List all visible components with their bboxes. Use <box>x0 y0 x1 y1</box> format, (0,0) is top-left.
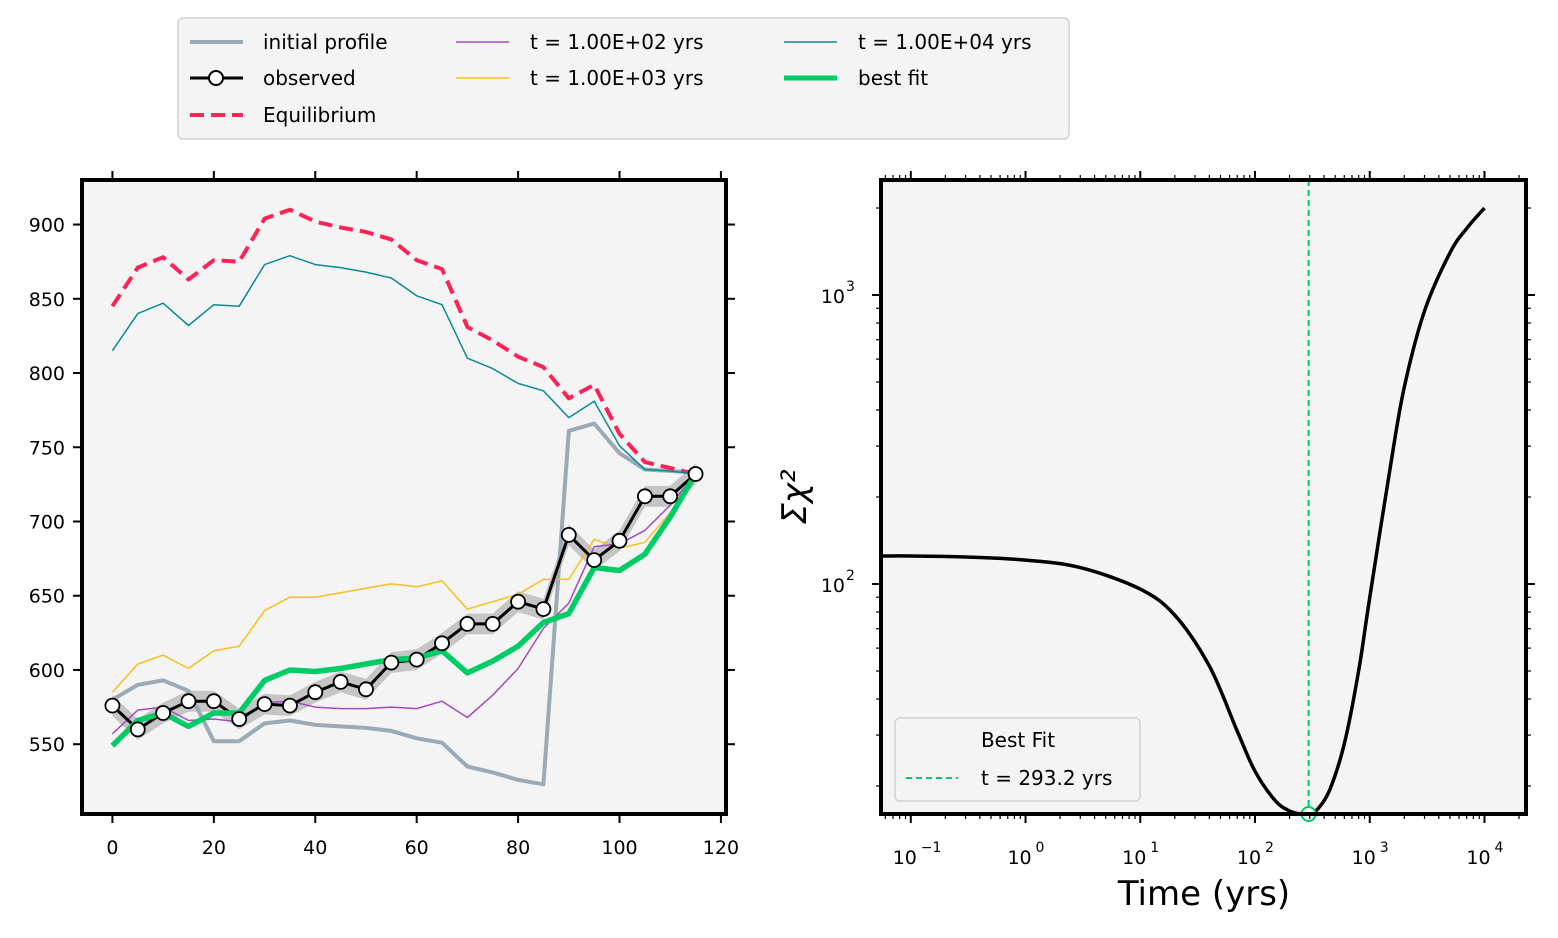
observed-point <box>383 654 400 671</box>
y-tick-label: 900 <box>29 215 65 237</box>
right-chart: 10 −1 10 0 10 1 10 2 10 3 10 410 210 3 Time (yrs) Σχ²… <box>775 171 1535 914</box>
x-tick-label: 10 <box>1007 847 1031 869</box>
legend-marker-observed <box>208 70 224 86</box>
series-line-bestfit <box>110 472 698 748</box>
y-axis-label-chi2: Σχ² <box>775 469 815 525</box>
legend-label-best-fit: best fit <box>858 66 928 90</box>
y-tick-label: 650 <box>29 586 65 608</box>
y-tick-label: 850 <box>29 289 65 311</box>
right-plot-area <box>881 180 1526 814</box>
observed-point <box>408 651 425 668</box>
x-tick-exponent: 0 <box>1036 840 1045 856</box>
x-tick-exponent: 4 <box>1494 840 1503 856</box>
observed-point <box>129 721 146 738</box>
observed-markers <box>104 466 704 738</box>
x-tick-label: 80 <box>506 837 530 859</box>
observed-point <box>332 674 349 690</box>
x-tick-exponent: 3 <box>1380 840 1389 856</box>
right-axis-ticks: 10 −1 10 0 10 1 10 2 10 3 10 410 210 3 <box>821 171 1535 869</box>
legend-label-t10000: t = 1.00E+04 yrs <box>858 30 1032 54</box>
series-line-t1000 <box>111 473 697 693</box>
observed-point <box>281 697 298 714</box>
top-legend: initial profile observed Equilibrium t =… <box>177 17 1070 140</box>
series-line-t10000 <box>111 254 696 475</box>
observed-point <box>256 696 273 712</box>
observed-point <box>611 532 628 549</box>
observed-point <box>662 488 679 505</box>
observed-point <box>459 616 476 632</box>
observed-point <box>560 527 577 543</box>
y-tick-label: 750 <box>29 437 65 459</box>
left-chart: 0 20 40 60 80 100 120 550 600 650 700 750 800 850 900 <box>29 171 739 859</box>
observed-point <box>358 681 374 698</box>
legend-label-equilibrium: Equilibrium <box>263 103 376 127</box>
y-tick-label: 800 <box>29 363 65 385</box>
observed-point <box>180 693 197 710</box>
observed-point <box>307 684 324 701</box>
x-tick-label: 20 <box>202 837 226 859</box>
x-tick-label: 60 <box>405 837 429 859</box>
observed-point <box>484 616 501 632</box>
x-tick-label: 120 <box>703 837 739 859</box>
legend-label-t100: t = 1.00E+02 yrs <box>530 30 704 54</box>
x-tick-exponent: 1 <box>1150 840 1159 856</box>
observed-point <box>434 635 450 652</box>
observed-point <box>637 488 653 505</box>
x-tick-label: 10 <box>1352 847 1376 869</box>
y-tick-label: 600 <box>29 660 65 682</box>
legend-label-initial-profile: initial profile <box>263 30 388 54</box>
x-tick-exponent: −1 <box>921 840 942 856</box>
observed-point <box>687 466 704 482</box>
best-fit-legend: Best Fit t = 293.2 yrs <box>894 717 1141 802</box>
left-axes-frame <box>80 178 728 816</box>
best-fit-legend-title: Best Fit <box>981 728 1055 752</box>
observed-point <box>586 552 603 568</box>
x-tick-label: 10 <box>893 847 917 869</box>
series-line-t100 <box>111 473 697 735</box>
x-tick-exponent: 2 <box>1265 840 1274 856</box>
y-tick-label: 10 <box>821 575 845 597</box>
left-series-lines <box>110 207 698 787</box>
y-tick-label: 10 <box>821 286 845 308</box>
x-tick-label: 10 <box>1237 847 1261 869</box>
legend-label-observed: observed <box>263 66 356 90</box>
observed-point <box>535 601 552 617</box>
observed-point <box>510 593 526 610</box>
y-tick-exponent: 2 <box>846 568 855 584</box>
x-tick-label: 10 <box>1122 847 1146 869</box>
legend-label-t1000: t = 1.00E+03 yrs <box>530 66 704 90</box>
observed-point <box>205 693 222 710</box>
series-line-equilibrium <box>110 207 697 476</box>
observed-point <box>104 697 121 714</box>
top-legend-frame <box>177 17 1070 140</box>
observed-point <box>155 705 172 721</box>
x-tick-label: 40 <box>303 837 327 859</box>
y-tick-label: 700 <box>29 511 65 533</box>
y-tick-exponent: 3 <box>846 279 855 295</box>
observed-point <box>231 711 248 727</box>
left-axis-ticks: 0 20 40 60 80 100 120 550 600 650 700 750 800 850 900 <box>29 171 739 859</box>
x-tick-label: 100 <box>601 837 637 859</box>
series-line-initial <box>111 421 696 787</box>
x-tick-label: 10 <box>1466 847 1490 869</box>
best-fit-legend-frame <box>894 717 1141 802</box>
x-axis-label-time: Time (yrs) <box>1117 874 1290 914</box>
y-tick-label: 550 <box>29 734 65 756</box>
best-fit-legend-label: t = 293.2 yrs <box>981 766 1112 790</box>
x-tick-label: 0 <box>106 837 118 859</box>
